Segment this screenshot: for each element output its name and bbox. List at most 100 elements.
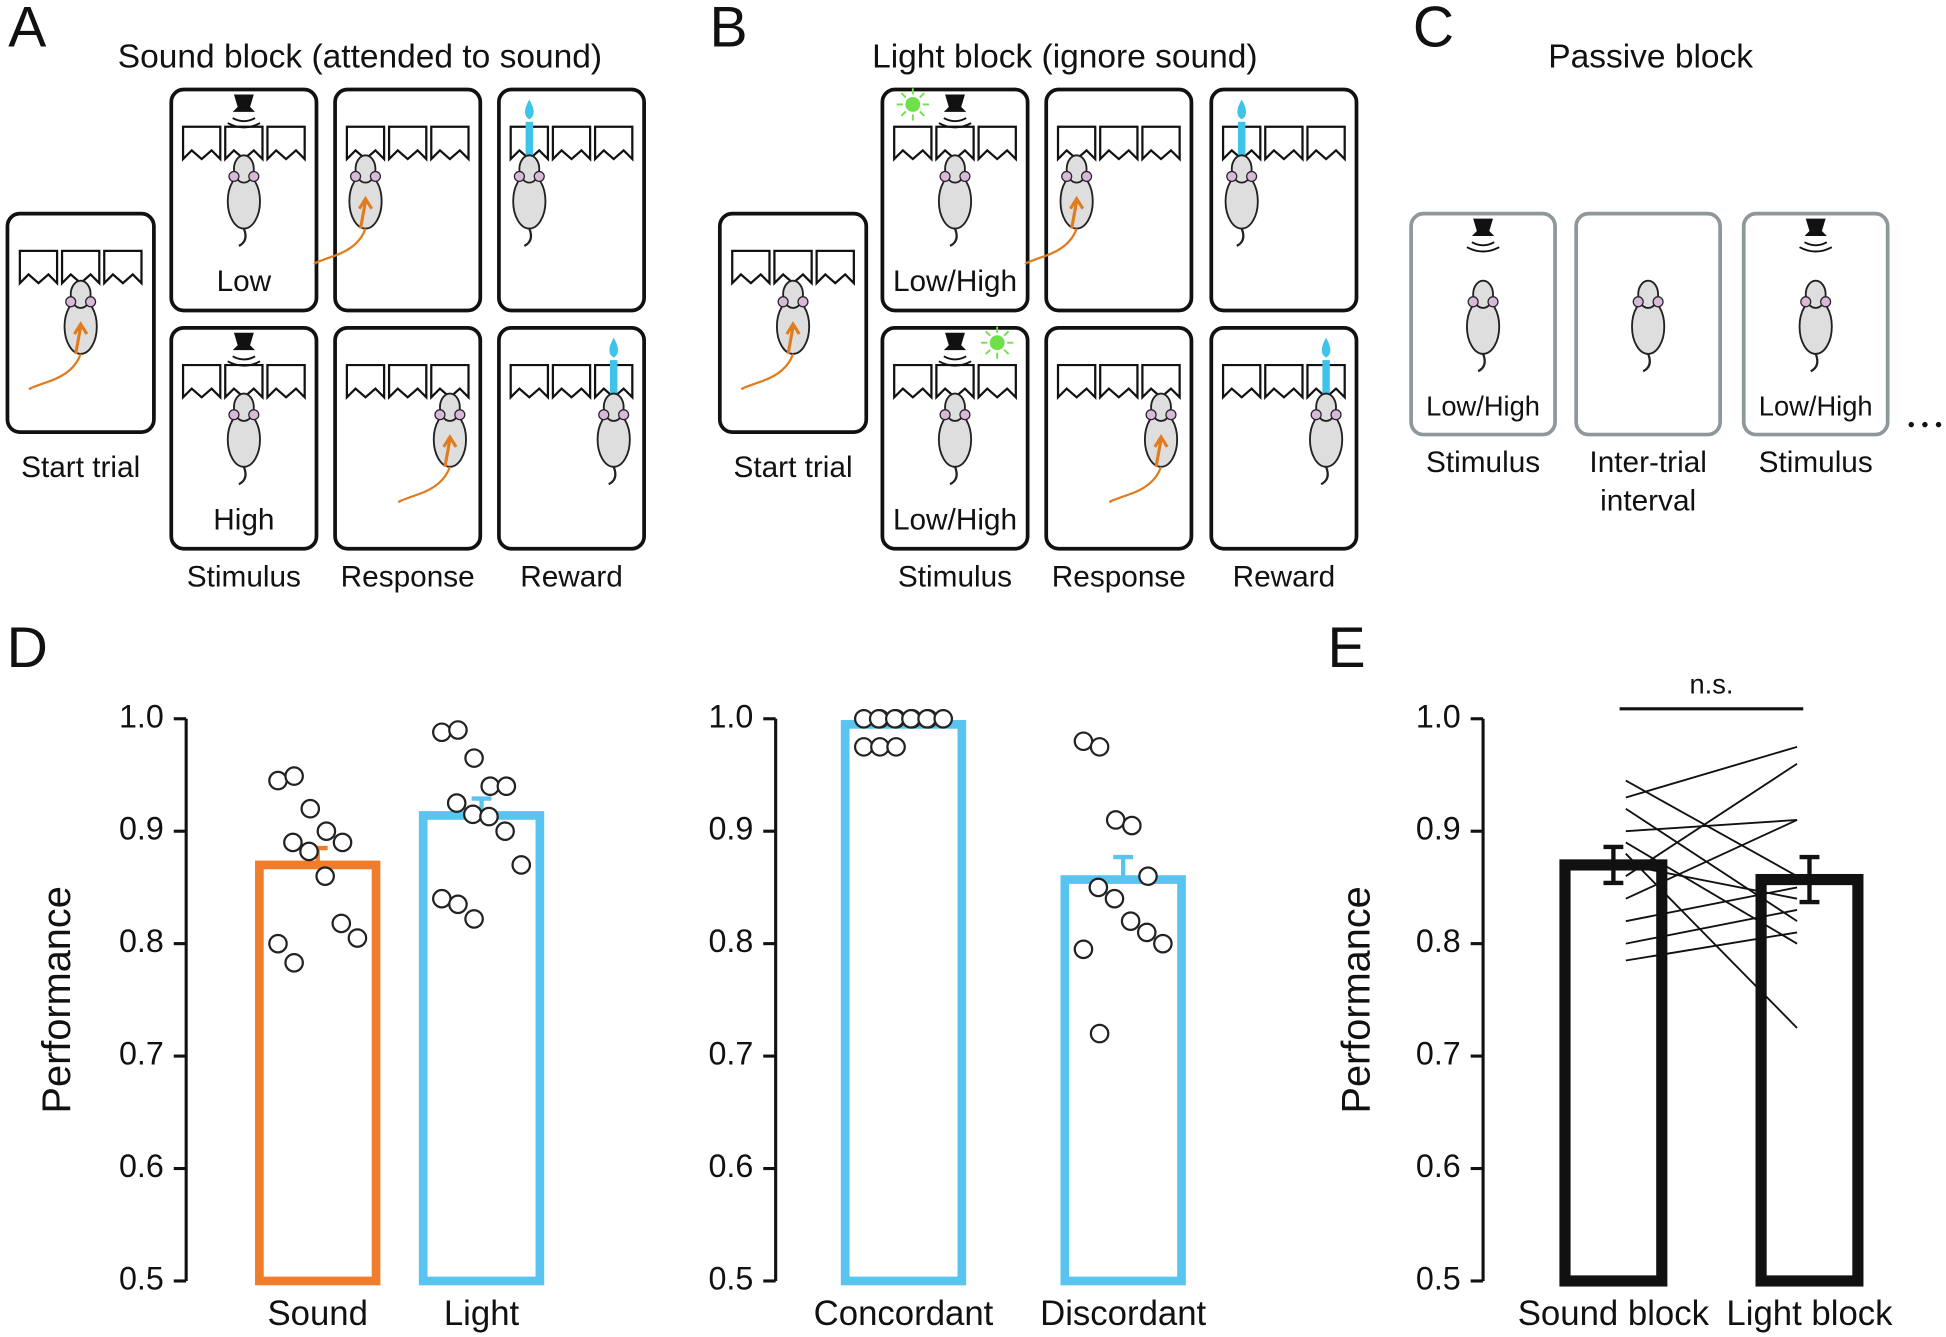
- y-tick-label: 0.9: [1416, 811, 1461, 847]
- y-tick-label: 0.8: [119, 923, 164, 959]
- nose-port: [1264, 125, 1304, 162]
- water-drop: [524, 99, 534, 120]
- water-stream: [1237, 121, 1246, 162]
- stimulus-text: Low: [217, 265, 272, 298]
- nose-port: [815, 249, 855, 286]
- ellipsis-dot: [1908, 421, 1914, 428]
- mouse-ear: [228, 409, 240, 421]
- subject-line: [1625, 762, 1798, 877]
- nose-port: [893, 125, 933, 162]
- step-caption: Inter-trial: [1589, 446, 1706, 479]
- y-tick-label: 0.9: [708, 811, 753, 847]
- mouse-icon: [226, 154, 261, 247]
- bar: [418, 811, 545, 1286]
- mouse-icon: [1631, 279, 1666, 373]
- nose-port: [181, 363, 222, 401]
- data-point: [1122, 815, 1142, 836]
- speaker: [943, 94, 967, 112]
- mouse-tail: [238, 228, 247, 247]
- data-point: [284, 766, 304, 786]
- nose-port: [1306, 125, 1346, 162]
- mouse-tail: [238, 466, 247, 486]
- error-bar: [1603, 844, 1624, 886]
- nose-port: [1141, 125, 1181, 162]
- subject-line: [1625, 807, 1798, 922]
- significance-label: n.s.: [1689, 669, 1733, 700]
- nose-port: [1099, 363, 1139, 401]
- nose-port: [60, 249, 101, 286]
- nose-port: [1141, 363, 1181, 401]
- nose-port: [935, 125, 975, 162]
- mouse-ear: [1330, 409, 1342, 421]
- data-point: [300, 798, 321, 819]
- mouse-icon: [937, 154, 973, 247]
- data-point: [446, 793, 467, 813]
- y-tick-label: 0.8: [1416, 923, 1461, 959]
- nose-port: [1264, 363, 1304, 401]
- bar: [840, 720, 967, 1286]
- x-tick-label: Sound block: [1518, 1295, 1710, 1333]
- mouse-ear: [513, 170, 525, 183]
- speaker: [232, 332, 256, 351]
- panel-label: D: [7, 616, 48, 680]
- data-point: [1073, 939, 1094, 960]
- step-caption: Reward: [520, 560, 623, 593]
- mouse-ear: [65, 296, 77, 308]
- mouse-ear: [248, 170, 260, 183]
- movement-arrow: [1069, 195, 1085, 229]
- x-tick-label: Concordant: [814, 1295, 994, 1333]
- bar: [1755, 873, 1864, 1287]
- panel-title: Sound block (attended to sound): [118, 38, 602, 75]
- y-tick-label: 0.5: [708, 1260, 753, 1296]
- sound-waves: [938, 117, 972, 129]
- subject-line: [1625, 886, 1798, 923]
- data-point: [885, 708, 905, 729]
- data-point: [283, 832, 303, 853]
- movement-arrow: [73, 321, 89, 355]
- nose-port: [224, 363, 264, 401]
- mouse-ear: [1467, 296, 1479, 308]
- x-tick-label: Sound: [267, 1295, 367, 1333]
- data-point: [496, 776, 517, 797]
- mouse-ear: [1820, 296, 1832, 308]
- mouse-ear: [598, 409, 610, 421]
- mouse-icon: [596, 392, 631, 486]
- mouse-tail: [1236, 228, 1245, 247]
- bar: [1559, 859, 1668, 1287]
- light-ray: [1003, 349, 1010, 355]
- mouse-tail: [949, 466, 958, 486]
- mouse-tail: [397, 466, 451, 503]
- step-caption: interval: [1600, 485, 1696, 518]
- data-point: [886, 737, 906, 757]
- subject-line: [1625, 853, 1798, 1029]
- mouse-ear: [939, 409, 951, 421]
- data-point: [1088, 877, 1109, 898]
- mouse-icon: [937, 392, 973, 486]
- light-ray: [919, 92, 925, 99]
- mouse-ear: [248, 409, 260, 421]
- sound-waves: [1466, 241, 1500, 253]
- data-point: [463, 804, 483, 825]
- mouse-ear: [1246, 170, 1258, 183]
- step-caption: Start trial: [733, 451, 852, 484]
- nose-port: [593, 125, 634, 162]
- light-led: [989, 335, 1005, 351]
- nose-port: [181, 125, 222, 162]
- step-caption: Start trial: [21, 451, 140, 484]
- water-drop: [609, 337, 619, 358]
- speaker: [1804, 218, 1827, 236]
- data-point: [1104, 888, 1125, 909]
- mouse-ear: [533, 170, 545, 183]
- stimulus-text: Low/High: [893, 503, 1017, 536]
- y-tick-label: 0.6: [1416, 1148, 1461, 1184]
- mouse-ear: [777, 296, 789, 308]
- subject-line: [1625, 908, 1798, 945]
- nose-port: [893, 363, 933, 401]
- mouse-ear: [618, 409, 630, 421]
- nose-port: [345, 363, 386, 401]
- nose-port: [1221, 363, 1262, 401]
- sound-waves: [227, 117, 261, 129]
- water-drop: [1321, 337, 1331, 358]
- mouse-ear: [1487, 296, 1499, 308]
- panel-label: C: [1413, 0, 1454, 59]
